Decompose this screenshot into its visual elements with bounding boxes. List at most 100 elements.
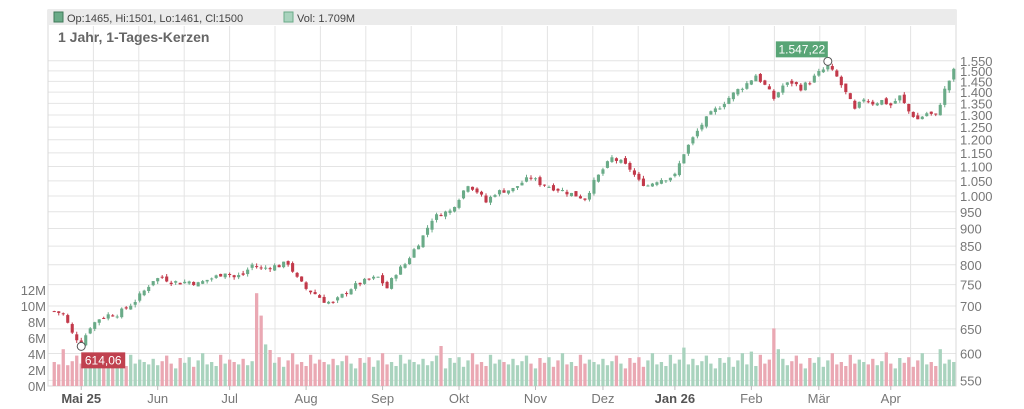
volume-bar: [196, 360, 200, 386]
candle-body: [839, 76, 843, 86]
volume-bar: [767, 359, 772, 386]
candle-body: [241, 273, 245, 275]
volume-bar: [448, 358, 452, 386]
volume-bar: [632, 362, 637, 386]
candle-body: [412, 249, 416, 258]
volume-bar: [299, 362, 304, 386]
volume-bar: [88, 358, 92, 386]
candle-body: [390, 278, 394, 289]
volume-bar: [335, 365, 340, 386]
x-tick-label: Dez: [591, 391, 614, 406]
price-tick-label: 1.500: [960, 64, 993, 79]
volume-bar: [610, 361, 614, 386]
candle-body: [205, 279, 209, 282]
candle-body: [803, 82, 807, 91]
volume-bar: [655, 364, 659, 386]
volume-bar: [210, 362, 214, 386]
volume-bar: [358, 358, 362, 386]
volume-bar: [848, 354, 852, 386]
volume-bar: [389, 362, 394, 386]
x-tick-label: Okt: [449, 391, 470, 406]
volume-bar: [686, 364, 691, 386]
candle-body: [605, 161, 609, 168]
volume-bar: [623, 368, 628, 386]
volume-bar: [731, 366, 736, 386]
price-tick-label: 650: [960, 322, 982, 337]
candle-body: [668, 177, 672, 181]
volume-tick-label: 10M: [21, 299, 46, 314]
candle-body: [565, 191, 569, 195]
candle-body: [578, 196, 583, 199]
volume-bar: [718, 358, 722, 386]
volume-bar: [646, 360, 650, 386]
candle-body: [583, 198, 587, 200]
candle-body: [826, 65, 830, 70]
candle-body: [880, 100, 884, 105]
candle-body: [295, 272, 299, 277]
volume-bar: [317, 359, 322, 386]
volume-bar: [587, 359, 592, 386]
grid: [47, 9, 957, 387]
candle-body: [479, 191, 484, 195]
candle-body: [925, 113, 929, 117]
candle-body: [403, 264, 407, 268]
candle-body: [907, 104, 911, 112]
volume-bar: [821, 366, 825, 386]
volume-bar: [889, 363, 893, 386]
candle-body: [740, 88, 744, 90]
candle-body: [781, 85, 785, 93]
volume-tick-label: 12M: [21, 283, 46, 298]
candle-body: [830, 66, 834, 70]
volume-bar: [578, 354, 583, 386]
price-tick-label: 700: [960, 299, 982, 314]
volume-legend-swatch: [283, 11, 294, 23]
candle-body: [511, 187, 515, 192]
candle-body: [547, 186, 551, 188]
candle-body: [767, 86, 771, 90]
volume-bar: [682, 347, 686, 386]
volume-bar: [268, 350, 272, 386]
candle-body: [106, 314, 110, 319]
volume-bar: [502, 362, 506, 386]
annotations: 1.547,22 614,06: [76, 41, 833, 369]
candle-body: [772, 90, 776, 99]
volume-bar: [151, 358, 155, 386]
candle-body: [677, 163, 681, 176]
candle-body: [920, 116, 924, 120]
candle-body: [115, 316, 119, 318]
candle-body: [551, 185, 556, 191]
volume-bar: [542, 362, 547, 386]
candle-body: [160, 276, 164, 278]
volume-bar: [421, 358, 425, 386]
volume-bar: [947, 359, 951, 386]
candle-body: [911, 111, 915, 117]
volume-bar: [66, 365, 70, 386]
candle-body: [304, 282, 308, 289]
candle-body: [862, 99, 866, 102]
candle-body: [381, 275, 385, 284]
volume-bar: [223, 363, 227, 386]
candle-body: [713, 108, 717, 113]
volume-bar: [493, 363, 497, 386]
candle-body: [475, 188, 479, 193]
candle-body: [817, 70, 821, 76]
volume-bar: [812, 362, 816, 386]
price-tick-label: 1.000: [960, 189, 993, 204]
candle-body: [223, 273, 227, 278]
candle-body: [686, 144, 690, 154]
x-tick-label: Mai 25: [61, 391, 101, 406]
volume-bar: [416, 364, 421, 386]
volume-tick-label: 4M: [28, 347, 46, 362]
candle-body: [484, 195, 488, 203]
volume-bar: [57, 364, 61, 386]
volume-bar: [93, 362, 97, 386]
candle-body: [763, 80, 767, 85]
volume-bar: [875, 365, 879, 386]
candle-body: [430, 220, 434, 230]
candle-body: [650, 183, 654, 187]
candle-body: [556, 188, 560, 191]
volume-bar: [619, 363, 623, 386]
candle-body: [574, 191, 578, 197]
candle-body: [340, 293, 344, 298]
